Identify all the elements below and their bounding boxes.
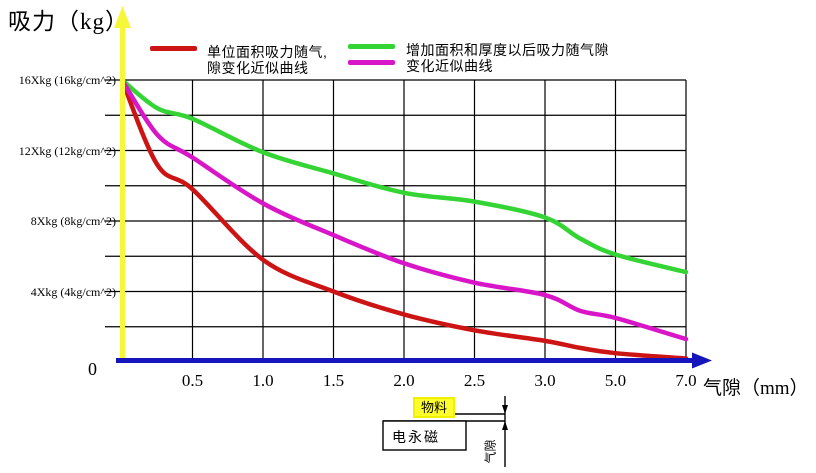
data-curves xyxy=(119,77,689,361)
gridlines xyxy=(105,79,687,362)
legend-swatch-green xyxy=(348,44,395,49)
y-axis-line xyxy=(114,6,131,362)
x-axis-arrow-icon xyxy=(692,352,712,369)
legend-label-red: 单位面积吸力随气, 隙变化近似曲线 xyxy=(207,44,327,76)
x-tick-2: 1.5 xyxy=(322,371,345,390)
x-tick-0: 0.5 xyxy=(181,371,204,390)
legend-label-red-line1: 单位面积吸力随气, xyxy=(207,44,328,60)
x-tick-6: 5.0 xyxy=(604,371,627,390)
y-axis-arrow-icon xyxy=(114,6,131,28)
legend-label-gm-line1: 增加面积和厚度以后吸力随气隙 xyxy=(406,42,609,58)
gap-diagram xyxy=(382,396,508,467)
page-title: 吸力（kg） xyxy=(8,9,129,34)
x-tick-3: 2.0 xyxy=(393,371,415,390)
legend-label-green-magenta: 增加面积和厚度以后吸力随气隙 变化近似曲线 xyxy=(406,42,609,74)
legend-swatch-magenta xyxy=(348,60,395,65)
x-axis-line xyxy=(116,352,712,369)
legend-swatch-red xyxy=(150,46,197,51)
y-tick-4: 4Xkg (4kg/cm^2) xyxy=(30,285,116,299)
y-tick-8: 8Xkg (8kg/cm^2) xyxy=(30,214,116,228)
x-axis-label: 气隙（mm） xyxy=(703,378,809,399)
y-tick-0: 0 xyxy=(88,359,97,379)
dimension-arrow-down-icon xyxy=(502,405,508,414)
x-tick-5: 3.0 xyxy=(534,371,556,390)
curve-series-0 xyxy=(119,77,689,361)
x-tick-7: 7.0 xyxy=(675,371,697,390)
curve-series-1 xyxy=(119,77,689,275)
curve-series-2 xyxy=(119,77,689,342)
magnet-box xyxy=(382,420,467,451)
legend-label-gm-line2: 变化近似曲线 xyxy=(406,58,493,74)
magnet-label: 电永磁 xyxy=(392,429,440,445)
legend-label-red-line2: 隙变化近似曲线 xyxy=(207,60,309,76)
gap-label: 气隙 xyxy=(483,439,498,464)
y-tick-16: 16Xkg (16kg/cm^2) xyxy=(18,73,116,87)
y-tick-12: 12Xkg (12kg/cm^2) xyxy=(18,144,116,158)
x-tick-4: 2.5 xyxy=(463,371,486,390)
material-label: 物料 xyxy=(413,397,456,418)
x-tick-1: 1.0 xyxy=(252,371,274,390)
dimension-arrow-up-icon xyxy=(502,421,508,430)
